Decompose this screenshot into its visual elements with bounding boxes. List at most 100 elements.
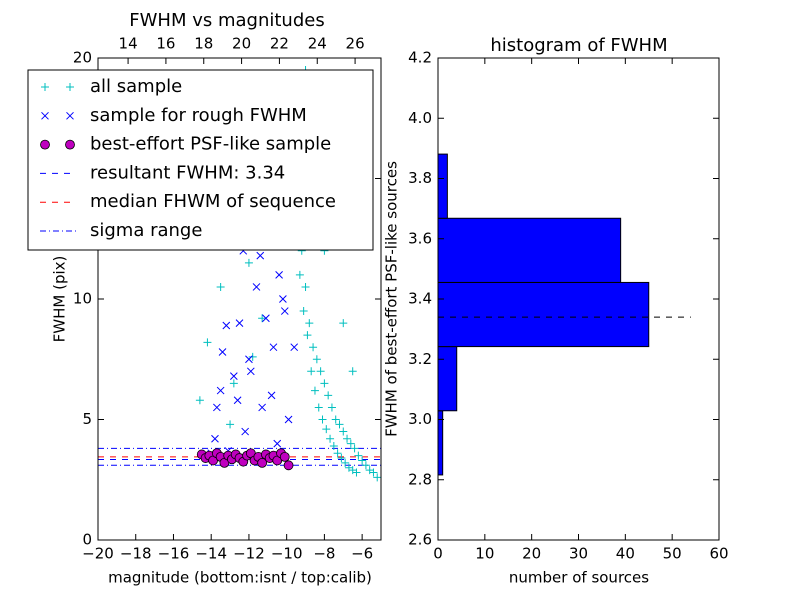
point — [329, 442, 338, 451]
x2-tick-label: 14 — [119, 35, 138, 53]
point — [305, 319, 314, 328]
x-tick-label: 50 — [663, 545, 682, 563]
x-tick-label: 0 — [433, 545, 443, 563]
x-axis-label: magnitude (bottom:isnt / top:calib) — [108, 569, 372, 587]
y-tick-label: 10 — [73, 290, 92, 308]
point — [257, 457, 268, 468]
point — [262, 314, 270, 323]
x-tick-label: 20 — [522, 545, 541, 563]
bar — [437, 281, 650, 348]
legend-label: all sample — [90, 76, 182, 97]
point — [361, 461, 370, 470]
point — [326, 434, 335, 443]
bar — [437, 346, 458, 412]
point — [195, 396, 204, 405]
point — [301, 282, 310, 291]
point — [218, 348, 227, 356]
x-axis-label: number of sources — [509, 569, 649, 587]
x-tick-label: −8 — [313, 545, 335, 563]
legend-label: resultant FWHM: 3.34 — [90, 162, 285, 183]
point — [339, 427, 348, 436]
legend-label: median FHWM of sequence — [90, 191, 336, 212]
point — [258, 314, 267, 323]
x2-tick-label: 22 — [270, 35, 289, 53]
x-tick-label: 40 — [616, 545, 635, 563]
x2-tick-label: 18 — [194, 35, 213, 53]
x-tick-label: −16 — [158, 545, 190, 563]
x-tick-label: 10 — [475, 545, 494, 563]
y-tick-label: 3.6 — [408, 229, 432, 247]
point — [275, 271, 283, 279]
point — [350, 444, 359, 453]
point — [320, 379, 329, 388]
point — [312, 355, 321, 364]
chart-title: FWHM vs magnitudes — [129, 10, 324, 31]
point — [346, 439, 355, 448]
legend — [27, 69, 374, 251]
x-tick-label: −18 — [120, 545, 152, 563]
bar — [437, 153, 448, 219]
point — [229, 372, 238, 380]
y-tick-label: 0 — [82, 531, 92, 549]
point — [309, 343, 318, 352]
point — [279, 451, 290, 462]
point — [290, 343, 299, 352]
point — [203, 338, 212, 347]
point — [252, 283, 261, 291]
plot-area — [98, 66, 381, 482]
y-tick-label: 3.2 — [408, 350, 432, 368]
x2-tick-label: 26 — [346, 35, 365, 53]
point — [279, 295, 287, 303]
x2-tick-label: 20 — [232, 35, 251, 53]
point — [369, 468, 378, 477]
point — [216, 386, 225, 395]
y-tick-label: 3.4 — [408, 290, 432, 308]
legend-marker — [66, 83, 74, 91]
y-tick-label: 3.8 — [408, 169, 432, 187]
point — [307, 367, 316, 376]
point — [352, 468, 361, 477]
point — [216, 282, 225, 291]
y-tick-label: 4.0 — [408, 109, 432, 127]
point — [273, 439, 282, 448]
bar — [437, 217, 622, 283]
y-tick-label: 2.6 — [408, 531, 432, 549]
y-tick-label: 5 — [82, 410, 92, 428]
point — [341, 458, 350, 467]
point — [373, 473, 381, 482]
point — [229, 379, 238, 388]
point — [244, 258, 253, 267]
point — [284, 415, 293, 424]
x-tick-label: −6 — [351, 545, 373, 563]
point — [343, 434, 352, 443]
chart-title: histogram of FWHM — [490, 35, 667, 56]
y-tick-label: 3.0 — [408, 410, 432, 428]
legend-marker — [40, 139, 50, 150]
point — [303, 331, 312, 340]
point — [333, 449, 342, 458]
x-tick-label: 30 — [569, 545, 588, 563]
legend-marker — [65, 139, 75, 150]
legend-marker — [41, 83, 49, 91]
x-tick-label: −14 — [195, 545, 227, 563]
point — [256, 251, 265, 260]
point — [248, 352, 257, 361]
point — [269, 343, 278, 352]
legend-marker — [66, 111, 74, 120]
point — [354, 451, 363, 460]
point — [246, 367, 255, 376]
point — [337, 454, 346, 463]
x2-tick-label: 16 — [156, 35, 175, 53]
point — [348, 367, 357, 376]
point — [267, 391, 276, 400]
point — [245, 355, 253, 364]
point — [283, 460, 294, 471]
point — [241, 427, 250, 436]
x2-tick-label: 24 — [308, 35, 327, 53]
point — [299, 307, 308, 316]
y-tick-label: 20 — [73, 49, 92, 67]
y-tick-label: 2.8 — [408, 470, 432, 488]
x-tick-label: −20 — [82, 545, 114, 563]
legend-label: best-effort PSF-like sample — [90, 134, 331, 155]
